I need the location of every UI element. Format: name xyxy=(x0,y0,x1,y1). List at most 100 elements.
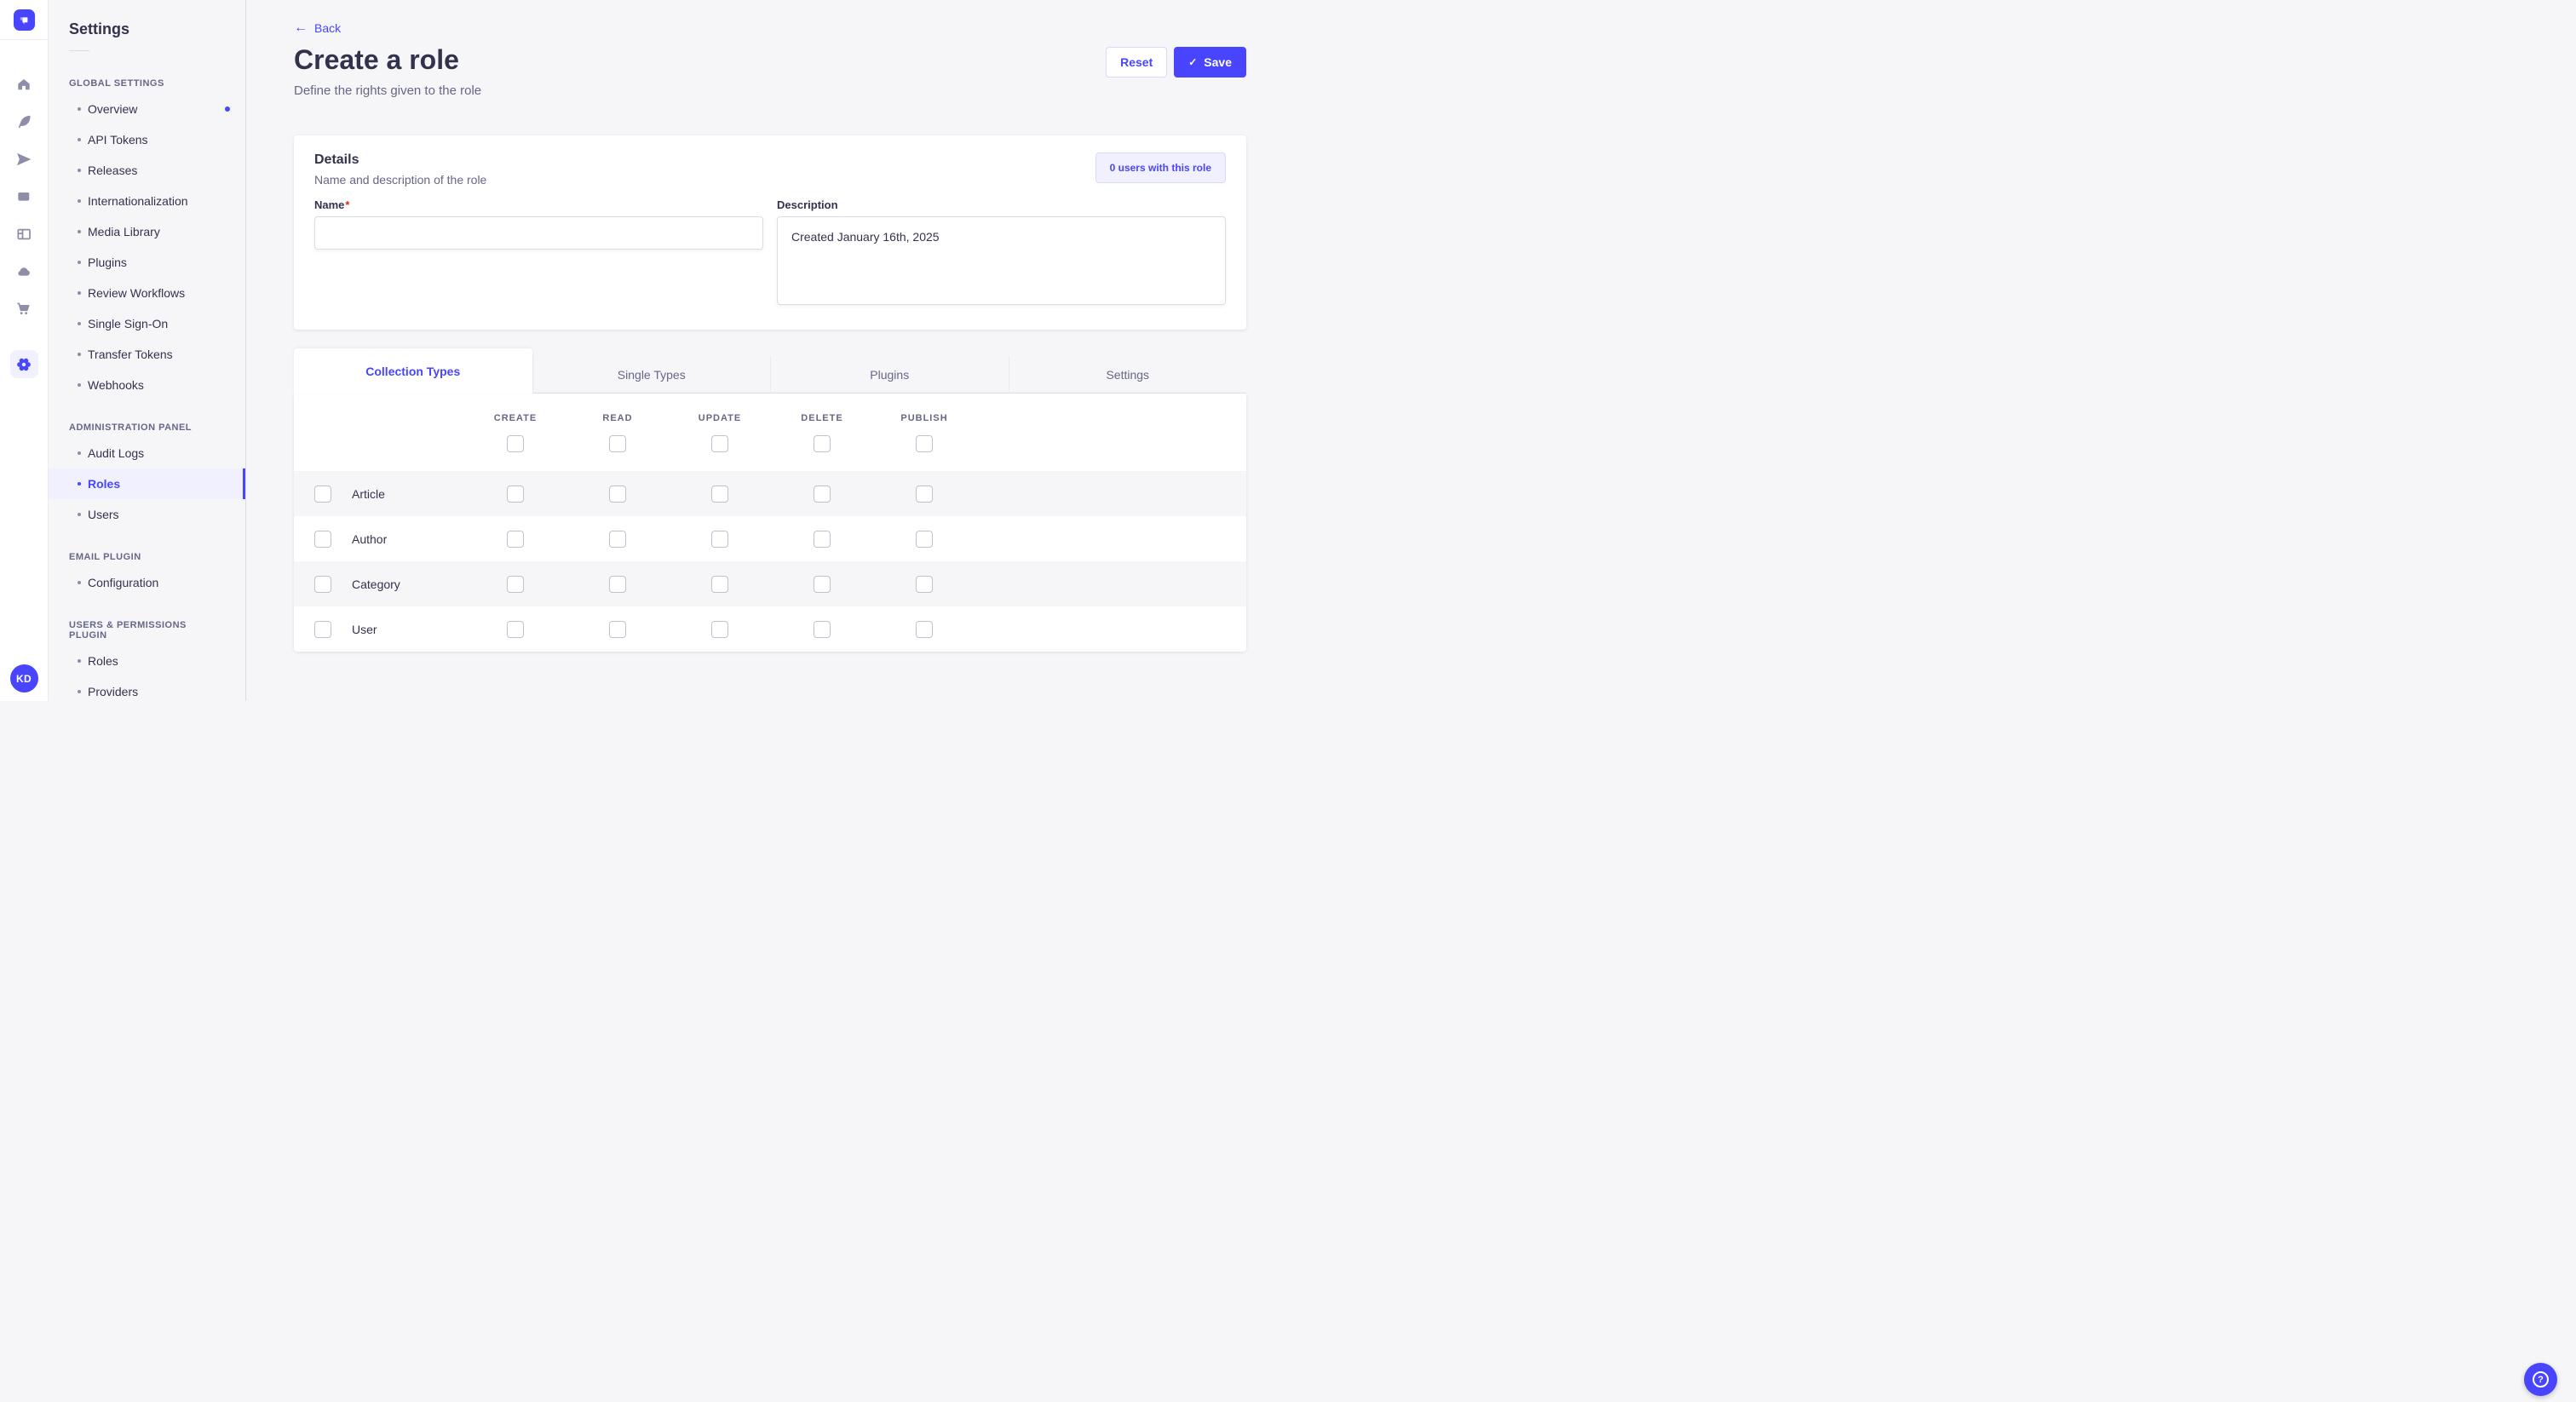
section-global-settings: GLOBAL SETTINGS xyxy=(69,78,164,89)
deploy-send-icon[interactable] xyxy=(15,151,32,168)
bullet-icon xyxy=(78,138,81,141)
user-create-checkbox[interactable] xyxy=(507,620,524,638)
permissions-tabs: Collection Types Single Types Plugins Se… xyxy=(294,348,1246,394)
sidebar-item-up-roles[interactable]: Roles xyxy=(49,646,245,676)
category-create-checkbox[interactable] xyxy=(507,575,524,593)
sidebar-item-roles-active[interactable]: Roles xyxy=(49,468,245,499)
table-row-author: Author xyxy=(294,516,1246,561)
content-type-builder-layout-icon[interactable] xyxy=(15,226,32,243)
author-read-checkbox[interactable] xyxy=(609,530,626,548)
settings-gear-icon-active[interactable] xyxy=(9,350,38,378)
section-email-plugin: EMAIL PLUGIN xyxy=(69,552,141,562)
author-publish-checkbox[interactable] xyxy=(916,530,933,548)
column-header-update: UPDATE xyxy=(698,412,742,423)
sidebar-item-label: API Tokens xyxy=(88,133,148,147)
reset-button[interactable]: Reset xyxy=(1106,47,1168,78)
save-label: Save xyxy=(1204,55,1232,69)
user-read-checkbox[interactable] xyxy=(609,620,626,638)
sidebar-item-audit-logs[interactable]: Audit Logs xyxy=(49,438,245,468)
user-avatar[interactable]: KD xyxy=(9,664,38,692)
tab-collection-types[interactable]: Collection Types xyxy=(294,348,532,394)
bullet-icon xyxy=(78,261,81,264)
sidebar-item-label: Single Sign-On xyxy=(88,317,169,330)
bullet-icon xyxy=(78,107,81,111)
page-subtitle: Define the rights given to the role xyxy=(294,83,482,98)
settings-subnav: Settings GLOBAL SETTINGS Overview API To… xyxy=(49,0,246,701)
sidebar-item-releases[interactable]: Releases xyxy=(49,155,245,186)
sidebar-item-media-library[interactable]: Media Library xyxy=(49,216,245,247)
article-read-checkbox[interactable] xyxy=(609,485,626,503)
column-header-read: READ xyxy=(602,412,633,423)
user-publish-checkbox[interactable] xyxy=(916,620,933,638)
media-library-icon[interactable] xyxy=(15,188,32,205)
sidebar-item-single-sign-on[interactable]: Single Sign-On xyxy=(49,308,245,339)
author-update-checkbox[interactable] xyxy=(711,530,728,548)
user-update-checkbox[interactable] xyxy=(711,620,728,638)
sidebar-item-label: Audit Logs xyxy=(88,446,145,460)
sidebar-item-transfer-tokens[interactable]: Transfer Tokens xyxy=(49,339,245,370)
category-update-checkbox[interactable] xyxy=(711,575,728,593)
user-row-checkbox[interactable] xyxy=(314,620,331,638)
author-delete-checkbox[interactable] xyxy=(814,530,831,548)
article-delete-checkbox[interactable] xyxy=(814,485,831,503)
article-update-checkbox[interactable] xyxy=(711,485,728,503)
select-all-read-checkbox[interactable] xyxy=(609,434,626,452)
sidebar-item-configuration[interactable]: Configuration xyxy=(49,567,245,598)
sidebar-item-overview[interactable]: Overview xyxy=(49,94,245,124)
home-icon[interactable] xyxy=(15,76,32,93)
article-create-checkbox[interactable] xyxy=(507,485,524,503)
strapi-logo-icon[interactable] xyxy=(13,9,35,31)
row-label: Author xyxy=(352,531,388,546)
sidebar-item-label: Providers xyxy=(88,685,139,698)
bullet-icon xyxy=(78,169,81,172)
sidebar-item-review-workflows[interactable]: Review Workflows xyxy=(49,278,245,308)
author-create-checkbox[interactable] xyxy=(507,530,524,548)
back-link[interactable]: ← Back xyxy=(294,21,341,36)
sidebar-item-api-tokens[interactable]: API Tokens xyxy=(49,124,245,155)
description-textarea[interactable]: Created January 16th, 2025 xyxy=(777,216,1226,305)
bullet-icon xyxy=(78,230,81,233)
help-button[interactable]: ? xyxy=(2524,1363,2557,1396)
bullet-icon xyxy=(78,659,81,663)
marketplace-cart-icon[interactable] xyxy=(15,301,32,318)
tab-single-types[interactable]: Single Types xyxy=(532,356,770,394)
sidebar-item-plugins[interactable]: Plugins xyxy=(49,247,245,278)
sidebar-item-label: Internationalization xyxy=(88,194,188,208)
content-manager-feather-icon[interactable] xyxy=(15,113,32,130)
sidebar-item-providers[interactable]: Providers xyxy=(49,676,245,701)
sidebar-item-label: Review Workflows xyxy=(88,286,186,300)
category-read-checkbox[interactable] xyxy=(609,575,626,593)
sidebar-item-users[interactable]: Users xyxy=(49,499,245,530)
sidebar-item-webhooks[interactable]: Webhooks xyxy=(49,370,245,400)
sidebar-item-label: Users xyxy=(88,508,119,521)
sidebar-item-label: Plugins xyxy=(88,256,127,269)
category-delete-checkbox[interactable] xyxy=(814,575,831,593)
save-button[interactable]: ✓ Save xyxy=(1174,47,1246,78)
select-all-publish-checkbox[interactable] xyxy=(916,434,933,452)
select-all-update-checkbox[interactable] xyxy=(711,434,728,452)
category-publish-checkbox[interactable] xyxy=(916,575,933,593)
bullet-icon xyxy=(78,322,81,325)
category-row-checkbox[interactable] xyxy=(314,575,331,593)
row-label: User xyxy=(352,622,377,636)
article-row-checkbox[interactable] xyxy=(314,485,331,503)
users-with-role-badge[interactable]: 0 users with this role xyxy=(1095,152,1226,183)
name-label-text: Name xyxy=(314,198,345,211)
tab-plugins[interactable]: Plugins xyxy=(770,356,1009,394)
name-input[interactable] xyxy=(314,216,763,250)
tab-settings[interactable]: Settings xyxy=(1008,356,1246,394)
article-publish-checkbox[interactable] xyxy=(916,485,933,503)
sidebar-item-label: Transfer Tokens xyxy=(88,348,173,361)
author-row-checkbox[interactable] xyxy=(314,530,331,548)
bullet-icon xyxy=(78,199,81,203)
main-content: ← Back Create a role Define the rights g… xyxy=(246,0,1288,701)
table-row-category: Category xyxy=(294,561,1246,606)
select-all-delete-checkbox[interactable] xyxy=(814,434,831,452)
select-all-create-checkbox[interactable] xyxy=(507,434,524,452)
bullet-icon xyxy=(78,353,81,356)
sidebar-item-internationalization[interactable]: Internationalization xyxy=(49,186,245,216)
cloud-icon[interactable] xyxy=(15,263,32,280)
user-delete-checkbox[interactable] xyxy=(814,620,831,638)
column-header-create: CREATE xyxy=(493,412,538,423)
bullet-icon xyxy=(78,291,81,295)
